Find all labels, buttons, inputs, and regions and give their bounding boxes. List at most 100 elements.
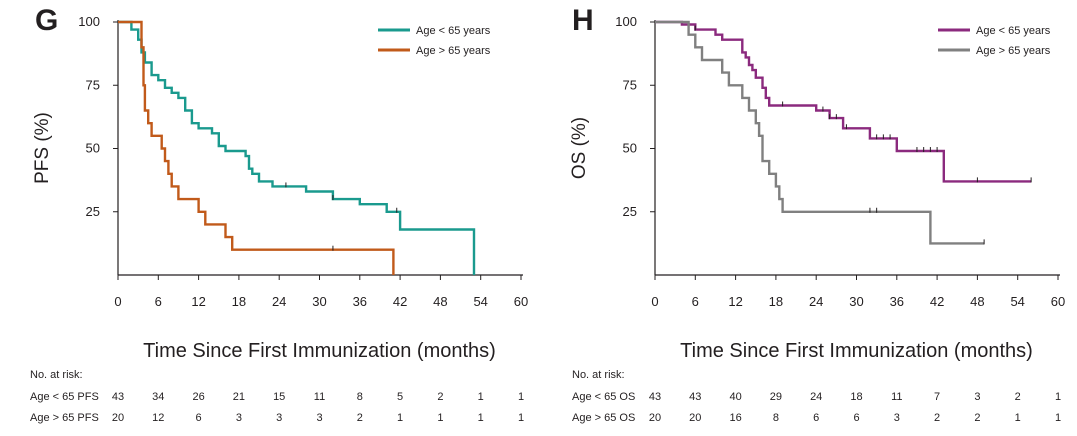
risk-value: 6 xyxy=(853,412,859,424)
y-tick-label: 25 xyxy=(623,204,637,219)
risk-value: 2 xyxy=(1015,391,1021,403)
survival-curve xyxy=(118,20,476,275)
survival-curve xyxy=(118,20,395,275)
x-tick-label: 60 xyxy=(514,294,528,309)
series-2 xyxy=(118,20,395,275)
risk-value: 7 xyxy=(934,391,940,403)
risk-value: 5 xyxy=(397,391,403,403)
x-tick-label: 30 xyxy=(312,294,326,309)
y-tick-label: 25 xyxy=(86,204,100,219)
risk-value: 1 xyxy=(478,391,484,403)
y-axis-label: PFS (%) xyxy=(32,112,53,184)
risk-value: 29 xyxy=(770,391,782,403)
risk-value: 3 xyxy=(276,412,282,424)
risk-value: 1 xyxy=(1015,412,1021,424)
y-tick-label: 50 xyxy=(86,141,100,156)
survival-curve xyxy=(655,20,1032,183)
risk-value: 1 xyxy=(1055,412,1061,424)
risk-value: 43 xyxy=(689,391,701,403)
x-tick-label: 24 xyxy=(272,294,286,309)
risk-value: 12 xyxy=(152,412,164,424)
panel-letter: H xyxy=(572,4,594,37)
x-tick-label: 54 xyxy=(1010,294,1024,309)
risk-value: 3 xyxy=(894,412,900,424)
x-tick-label: 12 xyxy=(728,294,742,309)
x-tick-label: 6 xyxy=(692,294,699,309)
risk-value: 43 xyxy=(649,391,661,403)
risk-value: 1 xyxy=(478,412,484,424)
survival-curve xyxy=(655,20,985,245)
y-tick-label: 100 xyxy=(615,14,637,29)
risk-value: 20 xyxy=(689,412,701,424)
y-tick-label: 50 xyxy=(623,141,637,156)
x-tick-label: 12 xyxy=(191,294,205,309)
risk-value: 11 xyxy=(891,391,902,403)
series-2 xyxy=(655,20,985,245)
risk-value: 1 xyxy=(1055,391,1061,403)
risk-value: 26 xyxy=(192,391,204,403)
y-axis-label: OS (%) xyxy=(569,117,590,179)
risk-value: 1 xyxy=(518,412,524,424)
x-tick-label: 42 xyxy=(930,294,944,309)
y-tick-label: 75 xyxy=(86,77,100,92)
x-tick-label: 0 xyxy=(114,294,121,309)
risk-value: 11 xyxy=(314,391,325,403)
x-tick-label: 60 xyxy=(1051,294,1065,309)
risk-value: 8 xyxy=(357,391,363,403)
risk-value: 15 xyxy=(273,391,285,403)
x-axis-label: Time Since First Immunization (months) xyxy=(680,340,1033,362)
risk-row-label: Age > 65 PFS xyxy=(30,412,99,424)
risk-value: 40 xyxy=(729,391,741,403)
x-axis-label: Time Since First Immunization (months) xyxy=(143,340,496,362)
risk-value: 1 xyxy=(518,391,524,403)
risk-value: 43 xyxy=(112,391,124,403)
risk-row-label: Age < 65 PFS xyxy=(30,391,99,403)
series-1 xyxy=(118,20,476,275)
risk-value: 1 xyxy=(397,412,403,424)
risk-value: 20 xyxy=(649,412,661,424)
risk-row-label: Age < 65 OS xyxy=(572,391,635,403)
legend-label: Age > 65 years xyxy=(416,45,491,57)
legend-label: Age < 65 years xyxy=(416,25,491,37)
x-tick-label: 48 xyxy=(970,294,984,309)
risk-value: 1 xyxy=(437,412,443,424)
risk-value: 2 xyxy=(437,391,443,403)
risk-value: 8 xyxy=(773,412,779,424)
legend-label: Age > 65 years xyxy=(976,45,1051,57)
legend-label: Age < 65 years xyxy=(976,25,1051,37)
risk-value: 18 xyxy=(850,391,862,403)
risk-value: 3 xyxy=(236,412,242,424)
x-tick-label: 36 xyxy=(890,294,904,309)
x-tick-label: 6 xyxy=(155,294,162,309)
risk-table-header: No. at risk: xyxy=(30,369,83,381)
risk-value: 20 xyxy=(112,412,124,424)
x-tick-label: 18 xyxy=(769,294,783,309)
risk-value: 2 xyxy=(974,412,980,424)
risk-value: 6 xyxy=(196,412,202,424)
y-tick-label: 75 xyxy=(623,77,637,92)
risk-value: 2 xyxy=(934,412,940,424)
risk-value: 24 xyxy=(810,391,822,403)
risk-value: 3 xyxy=(316,412,322,424)
risk-row-label: Age > 65 OS xyxy=(572,412,635,424)
risk-value: 21 xyxy=(233,391,245,403)
x-tick-label: 24 xyxy=(809,294,823,309)
panel-letter: G xyxy=(35,4,58,37)
x-tick-label: 54 xyxy=(473,294,487,309)
y-tick-label: 100 xyxy=(78,14,100,29)
series-1 xyxy=(655,20,1032,183)
risk-table-header: No. at risk: xyxy=(572,369,625,381)
x-tick-label: 18 xyxy=(232,294,246,309)
risk-value: 34 xyxy=(152,391,164,403)
x-tick-label: 48 xyxy=(433,294,447,309)
x-tick-label: 0 xyxy=(651,294,658,309)
x-tick-label: 42 xyxy=(393,294,407,309)
risk-value: 3 xyxy=(974,391,980,403)
x-tick-label: 36 xyxy=(353,294,367,309)
risk-value: 6 xyxy=(813,412,819,424)
risk-value: 2 xyxy=(357,412,363,424)
x-tick-label: 30 xyxy=(849,294,863,309)
